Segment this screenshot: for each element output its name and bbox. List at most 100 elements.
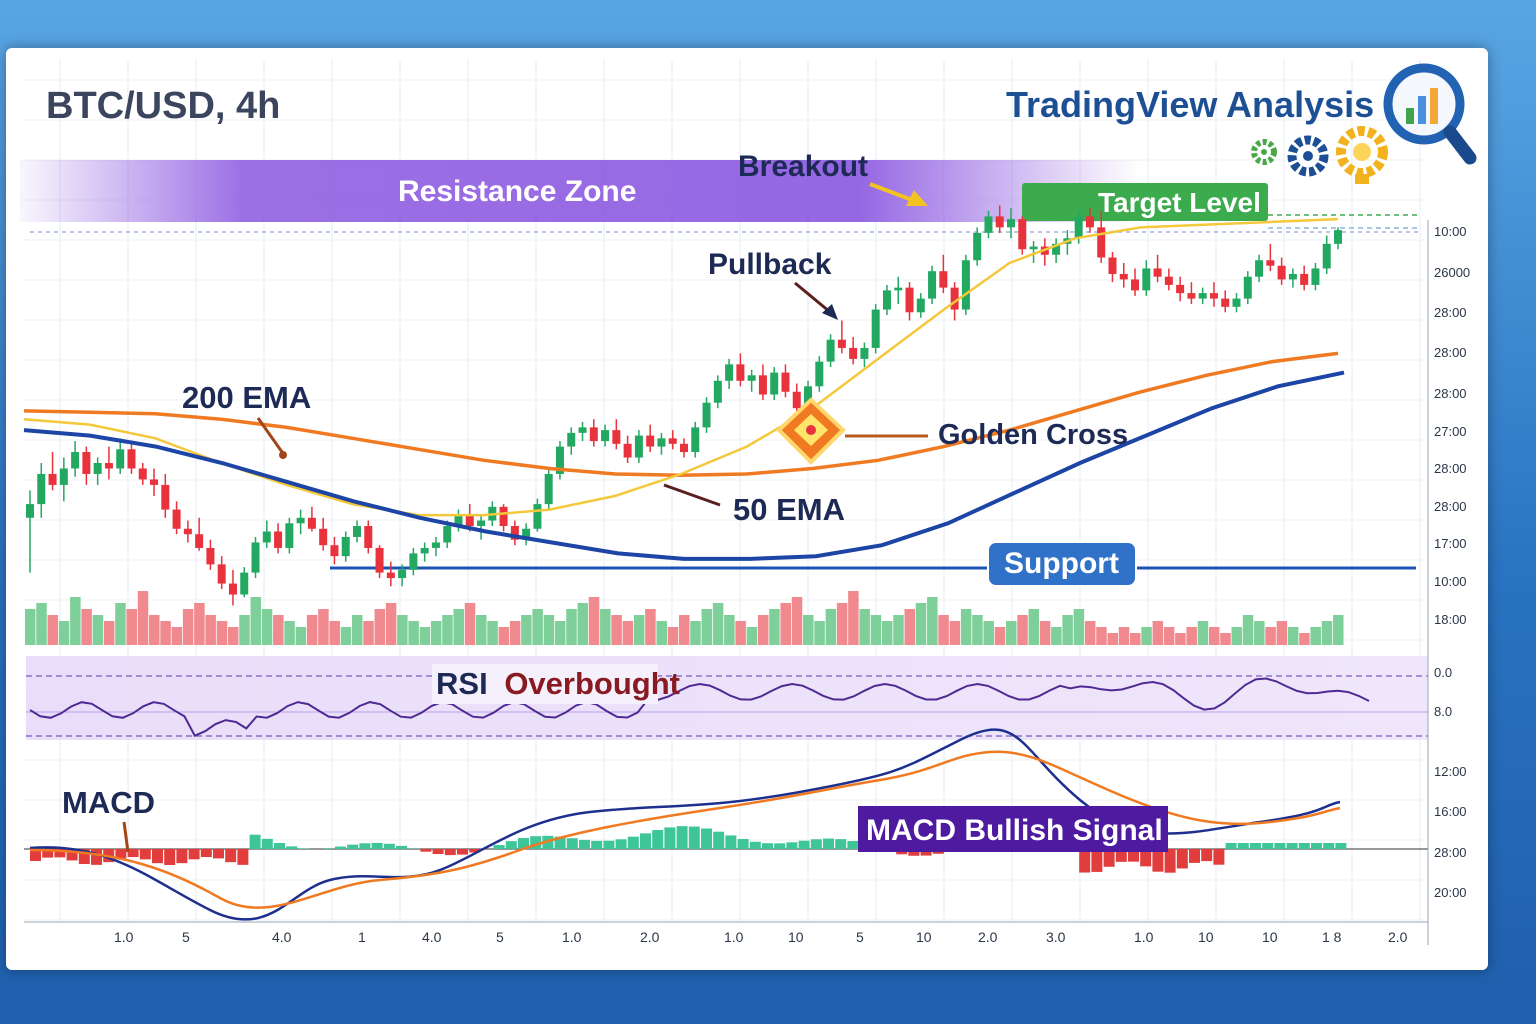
macd-histogram-bar — [1201, 849, 1213, 862]
macd-histogram-bar — [396, 845, 407, 849]
volume-bar — [464, 603, 476, 645]
candle-body — [555, 446, 564, 474]
volume-bar — [757, 615, 769, 645]
macd-histogram-bar — [286, 846, 298, 849]
macd-histogram-bar — [237, 849, 249, 865]
candle-body — [804, 386, 813, 409]
volume-bar — [25, 609, 36, 645]
volume-bar — [1039, 621, 1051, 645]
volume-bar — [284, 621, 295, 645]
candle-body — [1131, 279, 1140, 291]
volume-bar — [960, 609, 972, 645]
volume-bar — [633, 615, 645, 645]
candle-body — [499, 506, 508, 527]
volume-bar — [1231, 627, 1243, 645]
volume-bar — [1141, 627, 1152, 645]
candle-body — [916, 298, 925, 313]
macd-histogram-bar — [298, 848, 310, 849]
macd-histogram-bar — [1298, 843, 1310, 849]
time-axis-tick-label: 10 — [1198, 929, 1214, 945]
volume-bar — [543, 615, 555, 645]
candle-body — [770, 372, 779, 395]
macd-histogram-bar — [30, 849, 41, 861]
candle-body — [386, 572, 395, 579]
macd-histogram-bar — [652, 830, 664, 849]
candle-body — [431, 542, 440, 548]
macd-histogram-bar — [347, 844, 359, 849]
volume-bar — [814, 621, 825, 645]
volume-bar — [1051, 627, 1062, 645]
volume-bar — [1299, 633, 1310, 645]
candle-body — [1007, 219, 1015, 228]
volume-bar — [791, 597, 803, 645]
macd-histogram-bar — [676, 826, 688, 849]
candle-body — [1266, 260, 1275, 266]
volume-bar — [1017, 615, 1028, 645]
candle-body — [634, 435, 643, 458]
candle-body — [454, 515, 463, 527]
volume-bar — [1152, 621, 1164, 645]
price-axis-tick-label: 28:00 — [1434, 345, 1467, 360]
macd-histogram-bar — [1335, 843, 1347, 849]
macd-histogram-bar — [554, 836, 566, 849]
volume-bar — [1186, 627, 1197, 645]
candle-body — [973, 232, 982, 261]
macd-histogram-bar — [835, 839, 847, 849]
candle-body — [522, 528, 531, 540]
volume-bar — [385, 603, 397, 645]
volume-bar — [848, 591, 859, 645]
candle-body — [567, 432, 576, 447]
price-axis-tick-label: 20:00 — [1434, 885, 1467, 900]
macd-histogram-bar — [774, 843, 786, 849]
candle-body — [183, 528, 192, 535]
time-axis-tick-label: 1 8 — [1322, 929, 1342, 945]
candle-body — [1074, 216, 1083, 239]
volume-bar — [746, 627, 758, 645]
candle-body — [341, 536, 350, 557]
candle-body — [1187, 293, 1196, 299]
candle-body — [533, 504, 542, 529]
time-axis-tick-label: 4.0 — [422, 929, 442, 945]
candle-body — [251, 542, 260, 573]
macd-histogram-bar — [91, 849, 102, 865]
volume-bar — [36, 603, 47, 645]
macd-histogram-bar — [359, 843, 371, 849]
candle-body — [217, 564, 226, 584]
candle-body — [510, 526, 519, 540]
candle-body — [1119, 273, 1128, 280]
volume-bar — [1006, 621, 1017, 645]
macd-histogram-bar — [1103, 849, 1115, 867]
candle-body — [882, 290, 891, 310]
macd-histogram-bar — [688, 826, 700, 849]
volume-bar — [780, 603, 791, 645]
price-axis-tick-label: 28:00 — [1434, 499, 1467, 514]
macd-histogram-bar — [1262, 843, 1274, 849]
volume-bar — [498, 627, 510, 645]
candle-body — [826, 339, 835, 362]
time-axis-labels: 1.0 5 4.0 1 4.0 5 1.0 2.0 1.0 10 5 10 2.0 3.0 1.0 10 10 1… — [114, 929, 1408, 945]
ema200-pointer — [256, 417, 284, 453]
candle-body — [758, 375, 767, 395]
macd-histogram-bar — [1128, 849, 1139, 862]
candle-body — [1018, 219, 1027, 250]
ema50-line — [23, 370, 1345, 561]
macd-histogram-bar — [1250, 843, 1261, 849]
candle-body — [691, 427, 700, 453]
volume-bar — [47, 615, 59, 645]
candle-body — [307, 517, 316, 529]
candle-body — [59, 468, 68, 485]
volume-bar — [600, 609, 611, 645]
candle-body — [150, 479, 159, 485]
volume-bar — [769, 609, 780, 645]
candle-body — [161, 484, 170, 510]
candle-body — [713, 380, 722, 403]
candle-body — [1300, 273, 1309, 285]
volume-bar — [554, 621, 566, 645]
volume-bar — [340, 627, 352, 645]
time-axis-tick-label: 1 — [358, 929, 366, 945]
volume-bar — [927, 597, 938, 645]
macd-histogram-bar — [457, 849, 468, 855]
macd-histogram-bar — [1323, 843, 1335, 849]
volume-bar — [938, 615, 949, 645]
candle-body — [702, 402, 711, 428]
